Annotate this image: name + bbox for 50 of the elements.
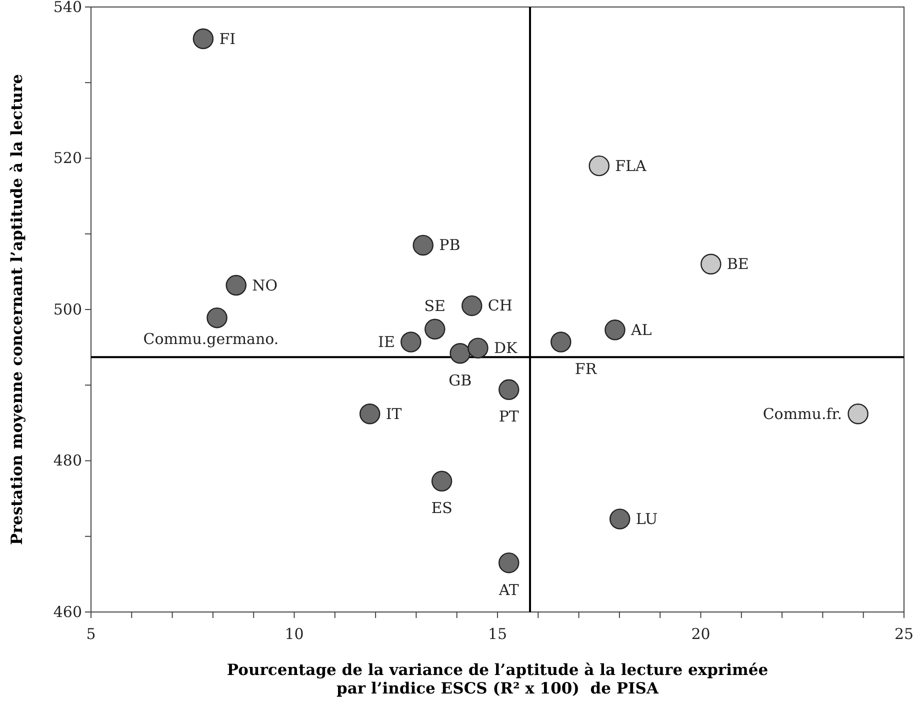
point [192, 28, 214, 50]
x-axis-title: Pourcentage de la variance de l’aptitude à la lecture exprimée par l’indice ESCS (R² x 100) de PISA [226, 660, 768, 698]
y-tick-label: 480 [53, 452, 82, 470]
point [550, 332, 572, 352]
point [462, 295, 482, 316]
point [848, 404, 868, 424]
annotation: GB [448, 371, 472, 390]
point [400, 332, 422, 352]
x-tick-label: 10 [284, 625, 304, 643]
point [468, 338, 488, 358]
annotation: Commu.fr. [762, 404, 842, 423]
annotation: CH [488, 296, 512, 315]
annotation: Commu.germano. [143, 330, 279, 348]
y-tick-label: 520 [53, 149, 82, 168]
point [700, 254, 722, 274]
annotation: BE [726, 255, 749, 274]
y-tick-label: 460 [53, 602, 82, 621]
x-tick-label: 25 [894, 625, 914, 643]
point [588, 155, 610, 176]
annotation: FR [574, 360, 598, 378]
annotation: SE [424, 297, 446, 316]
x-tick-label: 5 [86, 625, 96, 643]
annotation: AT [498, 580, 519, 599]
annotation: FI [219, 30, 236, 48]
point [498, 379, 520, 400]
point [226, 274, 246, 296]
annotation: PB [439, 236, 460, 254]
point [206, 307, 228, 328]
x-tick-label: 15 [488, 625, 508, 643]
point [604, 320, 626, 340]
annotation: PT [498, 408, 519, 426]
point [609, 508, 630, 530]
annotation: DK [494, 339, 518, 358]
y-tick-label: 540 [53, 0, 82, 16]
point [498, 552, 520, 574]
annotation: NO [252, 276, 278, 294]
annotation: IE [378, 333, 395, 352]
annotation: FLA [615, 156, 646, 175]
annotation: ES [431, 499, 452, 518]
y-tick-label: 500 [53, 300, 82, 318]
annotation: LU [636, 510, 658, 528]
annotation: IT [386, 404, 402, 423]
point [359, 404, 380, 424]
y-axis-title: Prestation moyenne concernant l’aptitude à la lecture [7, 74, 26, 545]
annotation: AL [630, 320, 652, 339]
point [450, 343, 470, 364]
point [424, 318, 446, 340]
x-tick-label: 20 [691, 625, 710, 643]
point [431, 470, 452, 492]
point [412, 234, 434, 256]
